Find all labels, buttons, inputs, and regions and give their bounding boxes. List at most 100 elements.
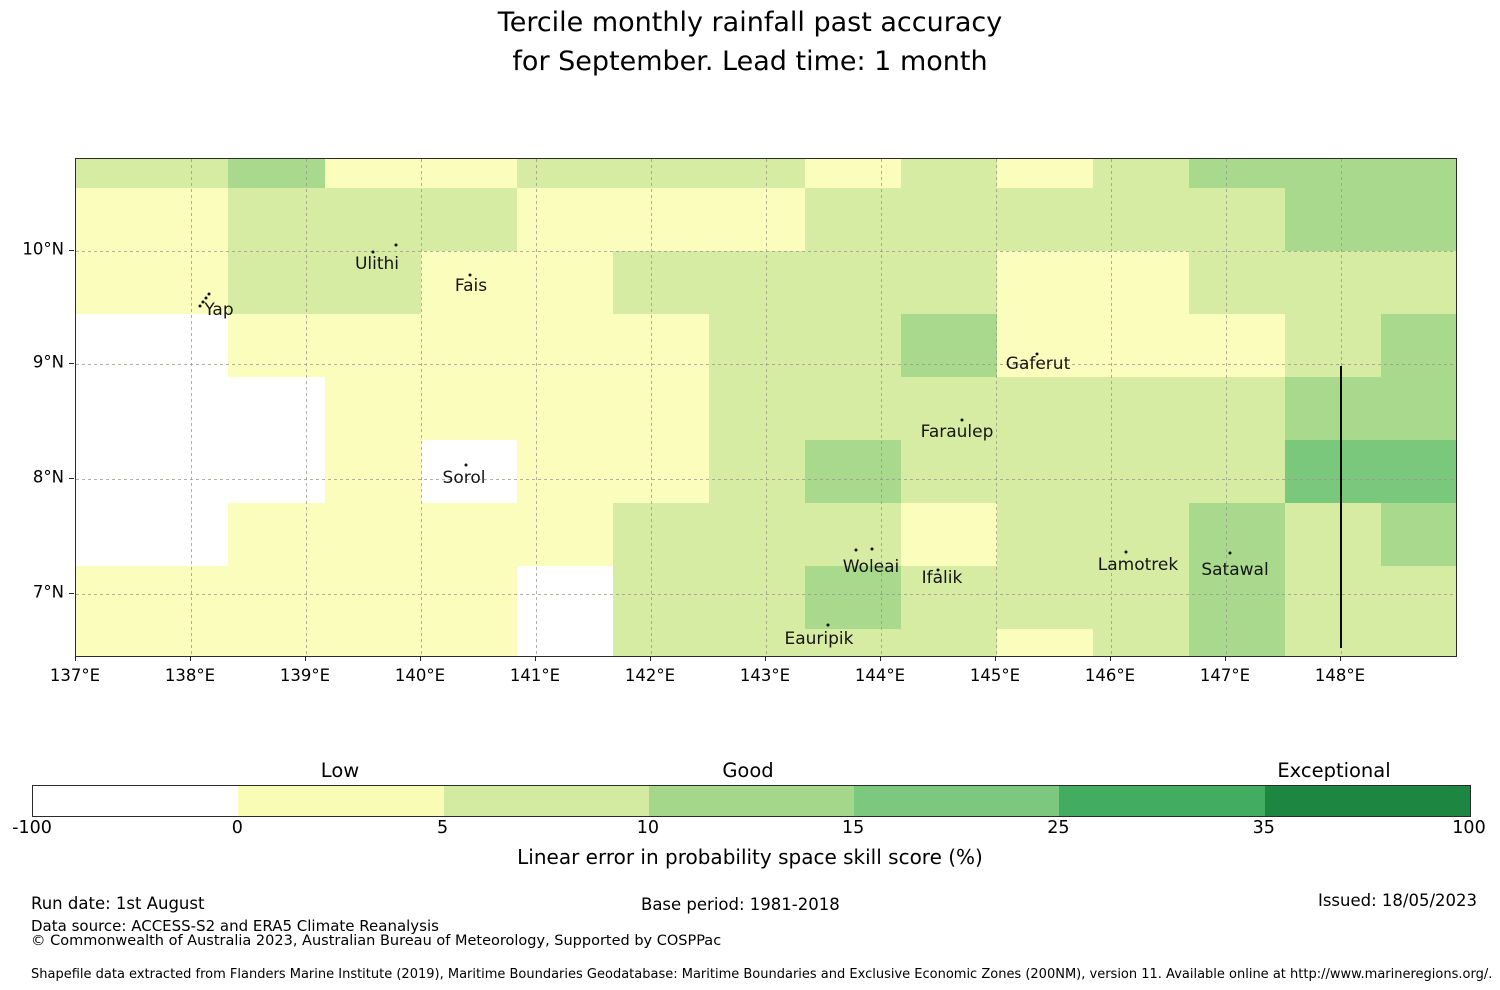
place-marker-dot bbox=[201, 300, 205, 304]
map-cell bbox=[1381, 188, 1456, 251]
map-cell bbox=[709, 251, 805, 314]
map-cell bbox=[805, 188, 901, 251]
x-tick-mark bbox=[765, 656, 766, 661]
parallel-gridline bbox=[76, 479, 1456, 480]
place-marker-dot bbox=[468, 273, 472, 277]
map-cell bbox=[1381, 440, 1456, 503]
place-marker-dot bbox=[854, 548, 858, 552]
map-cell bbox=[1381, 251, 1456, 314]
map-cell bbox=[421, 377, 517, 440]
place-marker-dot bbox=[394, 243, 398, 247]
map-cell bbox=[1189, 314, 1285, 377]
place-marker-dot bbox=[371, 250, 375, 254]
map-cell bbox=[325, 566, 421, 629]
meridian-gridline bbox=[996, 159, 997, 656]
map-cell bbox=[613, 503, 709, 566]
map-cell bbox=[709, 440, 805, 503]
place-marker-dot bbox=[826, 623, 830, 627]
map-cell bbox=[228, 503, 325, 566]
map-cell bbox=[76, 566, 132, 629]
y-tick-label: 10°N bbox=[22, 239, 64, 259]
place-marker-dot bbox=[1124, 550, 1128, 554]
map-cell bbox=[76, 314, 132, 377]
x-tick-mark bbox=[995, 656, 996, 661]
y-tick-label: 7°N bbox=[32, 582, 64, 602]
x-tick-mark bbox=[305, 656, 306, 661]
footer-issued-date: Issued: 18/05/2023 bbox=[1317, 891, 1477, 910]
x-tick-label: 139°E bbox=[279, 666, 331, 685]
map-cell bbox=[901, 377, 997, 440]
map-cell bbox=[132, 251, 228, 314]
meridian-gridline bbox=[651, 159, 652, 656]
colorbar-category-label: Good bbox=[722, 759, 774, 782]
map-cell bbox=[228, 440, 325, 503]
parallel-gridline bbox=[76, 251, 1456, 252]
footer-data-source: Data source: ACCESS-S2 and ERA5 Climate … bbox=[31, 917, 439, 935]
colorbar bbox=[32, 785, 1471, 817]
y-tick-mark bbox=[69, 250, 74, 251]
x-tick-label: 141°E bbox=[509, 666, 561, 685]
map-cell bbox=[228, 314, 325, 377]
map-cell bbox=[613, 251, 709, 314]
map-cell bbox=[517, 159, 613, 188]
map-cell bbox=[1285, 566, 1381, 629]
footer-copyright: © Commonwealth of Australia 2023, Austra… bbox=[31, 933, 722, 949]
map-cell bbox=[76, 503, 132, 566]
map-cell bbox=[76, 159, 132, 188]
map-cell bbox=[1189, 159, 1285, 188]
colorbar-tick-label: 0 bbox=[231, 818, 243, 838]
meridian-gridline bbox=[1111, 159, 1112, 656]
map-cell bbox=[805, 629, 901, 656]
map-cell bbox=[421, 440, 517, 503]
map-cell bbox=[76, 629, 132, 656]
map-cell bbox=[1093, 188, 1189, 251]
place-label: Fais bbox=[454, 276, 488, 296]
map-cell bbox=[901, 251, 997, 314]
meridian-gridline bbox=[881, 159, 882, 656]
map-cell bbox=[1189, 251, 1285, 314]
place-label: Eauripik bbox=[784, 629, 854, 649]
chart-title-line1: Tercile monthly rainfall past accuracy bbox=[497, 7, 1003, 38]
map-cell bbox=[613, 629, 709, 656]
map-cell bbox=[421, 503, 517, 566]
map-cell bbox=[1189, 503, 1285, 566]
map-cell bbox=[421, 629, 517, 656]
x-tick-label: 138°E bbox=[164, 666, 216, 685]
map-cell bbox=[325, 251, 421, 314]
place-marker-dot bbox=[464, 463, 468, 467]
place-label: Sorol bbox=[442, 468, 486, 488]
colorbar-segment bbox=[1264, 786, 1470, 816]
map-cell bbox=[1093, 251, 1189, 314]
map-cell bbox=[1381, 566, 1456, 629]
x-tick-mark bbox=[420, 656, 421, 661]
footer-base-period: Base period: 1981-2018 bbox=[641, 895, 840, 914]
colorbar-segment bbox=[33, 786, 239, 816]
map-cell bbox=[1381, 629, 1456, 656]
map-cell bbox=[709, 566, 805, 629]
x-tick-mark bbox=[1110, 656, 1111, 661]
map-cell bbox=[901, 159, 997, 188]
map-cell bbox=[709, 159, 805, 188]
map-cell bbox=[1285, 188, 1381, 251]
map-cell bbox=[325, 314, 421, 377]
footer-shapefile-note: Shapefile data extracted from Flanders M… bbox=[31, 967, 1493, 982]
map-cell bbox=[132, 159, 228, 188]
colorbar-segment bbox=[854, 786, 1060, 816]
map-cell bbox=[1381, 314, 1456, 377]
y-tick-mark bbox=[69, 363, 74, 364]
colorbar-segment bbox=[443, 786, 649, 816]
map-cell bbox=[997, 440, 1093, 503]
meridian-gridline bbox=[191, 159, 192, 656]
map-cell bbox=[517, 440, 613, 503]
map-cell bbox=[1189, 566, 1285, 629]
map-cell bbox=[228, 251, 325, 314]
place-marker-dot bbox=[204, 296, 208, 300]
map-cell bbox=[325, 159, 421, 188]
map-cell bbox=[709, 188, 805, 251]
map-cell bbox=[805, 503, 901, 566]
colorbar-segment bbox=[238, 786, 444, 816]
map-cell bbox=[1093, 377, 1189, 440]
colorbar-title: Linear error in probability space skill … bbox=[517, 845, 983, 869]
map-cell bbox=[421, 566, 517, 629]
map-cell bbox=[132, 629, 228, 656]
